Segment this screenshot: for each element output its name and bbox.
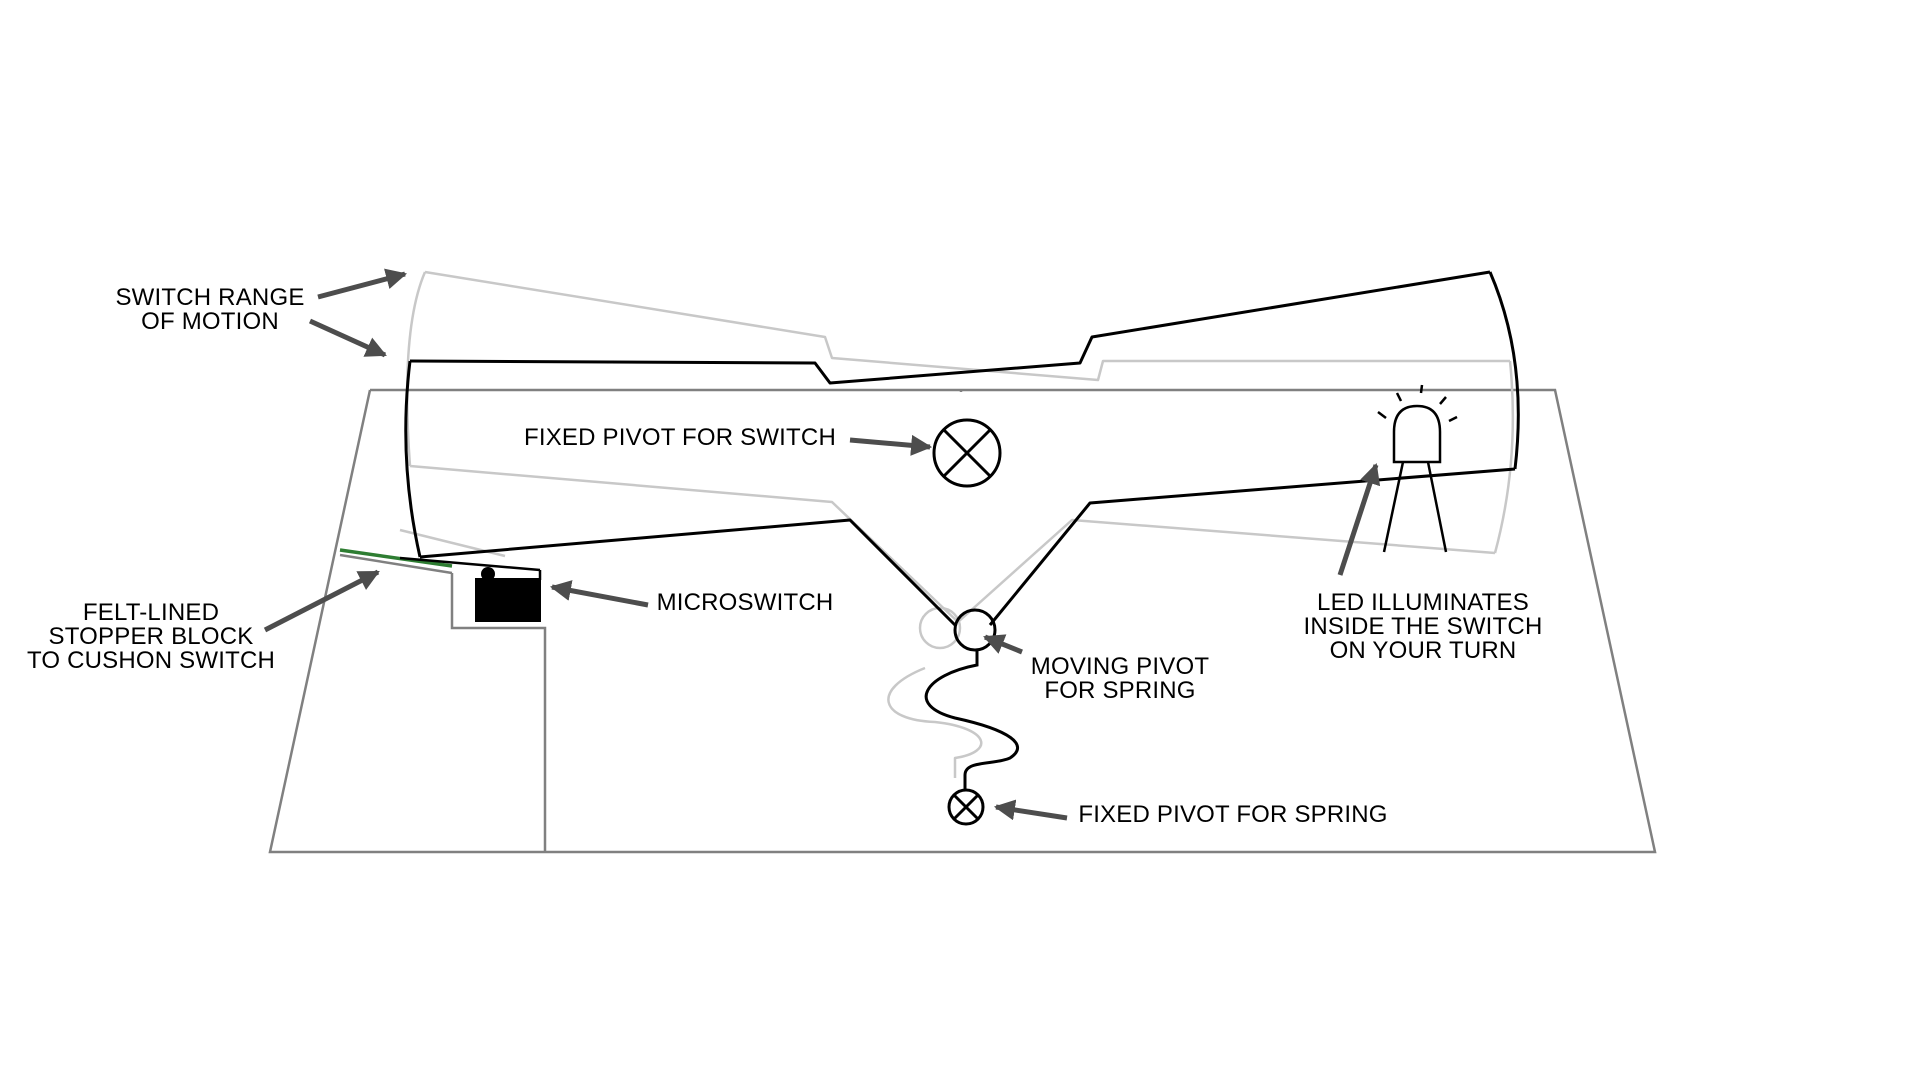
arrow-moving-pivot [983,634,1023,655]
label-felt-block-line2: STOPPER BLOCK [49,623,254,650]
ghost-spring [887,666,983,778]
label-led-line1: LED ILLUMINATES [1317,589,1529,616]
label-moving-pivot-line1: MOVING PIVOT [1031,653,1210,680]
label-microswitch: MICROSWITCH [657,589,834,616]
switch-top-edge [409,270,1491,385]
label-switch-range-line1: SWITCH RANGE [115,284,304,311]
annotation-arrows [263,268,1381,821]
led-icon [1377,384,1458,553]
label-fixed-pivot-spring: FIXED PIVOT FOR SPRING [1078,801,1387,828]
arrow-felt-block [263,569,380,633]
ghost-right-arc [1493,360,1515,554]
microswitch-lever [399,556,541,572]
spring [924,650,1020,790]
arrow-fixed-pivot-switch [849,434,933,456]
felt-lining [339,548,453,568]
housing-outline [268,388,1657,854]
microswitch-assembly [339,548,547,852]
label-felt-block: FELT-LINED STOPPER BLOCK TO CUSHON SWITC… [27,599,275,674]
label-led: LED ILLUMINATES INSIDE THE SWITCH ON YOU… [1304,589,1543,664]
moving-pivot-circle [953,608,997,652]
fixed-pivot-spring-icon [947,788,985,826]
label-led-line3: ON YOUR TURN [1330,637,1517,664]
ghost-top-edge [424,270,1510,382]
arrow-microswitch [549,580,649,608]
housing-box [268,388,1657,854]
label-felt-block-line1: FELT-LINED [83,599,219,626]
arrow-range-lower [308,318,387,358]
label-led-line2: INSIDE THE SWITCH [1304,613,1543,640]
label-switch-range: SWITCH RANGE OF MOTION [115,284,304,335]
ghost-left-arc [405,271,427,467]
label-fixed-pivot-switch: FIXED PIVOT FOR SWITCH [524,424,836,451]
stopper-post [450,573,547,852]
fixed-pivot-switch-icon [932,418,1002,488]
microswitch-body [475,578,541,622]
arrow-fixed-pivot-spring [993,799,1068,821]
label-switch-range-line2: OF MOTION [141,308,279,335]
arrow-led [1337,463,1381,576]
switch-left-arc [404,360,422,558]
stopper-top [339,553,453,575]
arrow-range-upper [317,268,408,300]
label-felt-block-line3: TO CUSHON SWITCH [27,647,275,674]
label-moving-pivot-line2: FOR SPRING [1044,677,1195,704]
switch-right-arc [1488,271,1520,470]
microswitch-button [481,567,495,581]
switch-ghost-positions [399,270,1515,778]
label-moving-pivot: MOVING PIVOT FOR SPRING [1031,653,1210,704]
